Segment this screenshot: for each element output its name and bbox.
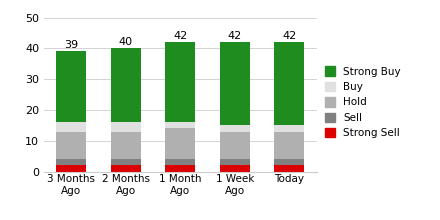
Bar: [111, 159, 141, 165]
Bar: [275, 42, 304, 125]
Bar: [111, 122, 141, 132]
Bar: [56, 132, 86, 159]
Bar: [165, 165, 195, 172]
Bar: [220, 42, 250, 125]
Bar: [111, 165, 141, 172]
Text: 40: 40: [119, 37, 133, 47]
Bar: [275, 159, 304, 165]
Bar: [275, 165, 304, 172]
Bar: [275, 132, 304, 159]
Bar: [56, 159, 86, 165]
Bar: [56, 51, 86, 122]
Bar: [165, 128, 195, 159]
Bar: [111, 132, 141, 159]
Text: 42: 42: [282, 31, 297, 41]
Bar: [111, 48, 141, 122]
Text: 42: 42: [228, 31, 242, 41]
Bar: [165, 122, 195, 128]
Bar: [220, 132, 250, 159]
Bar: [220, 165, 250, 172]
Text: 42: 42: [173, 31, 187, 41]
Bar: [165, 42, 195, 122]
Bar: [165, 159, 195, 165]
Text: 39: 39: [64, 40, 78, 50]
Bar: [275, 125, 304, 132]
Bar: [56, 165, 86, 172]
Bar: [56, 122, 86, 132]
Legend: Strong Buy, Buy, Hold, Sell, Strong Sell: Strong Buy, Buy, Hold, Sell, Strong Sell: [325, 66, 401, 138]
Bar: [220, 125, 250, 132]
Bar: [220, 159, 250, 165]
